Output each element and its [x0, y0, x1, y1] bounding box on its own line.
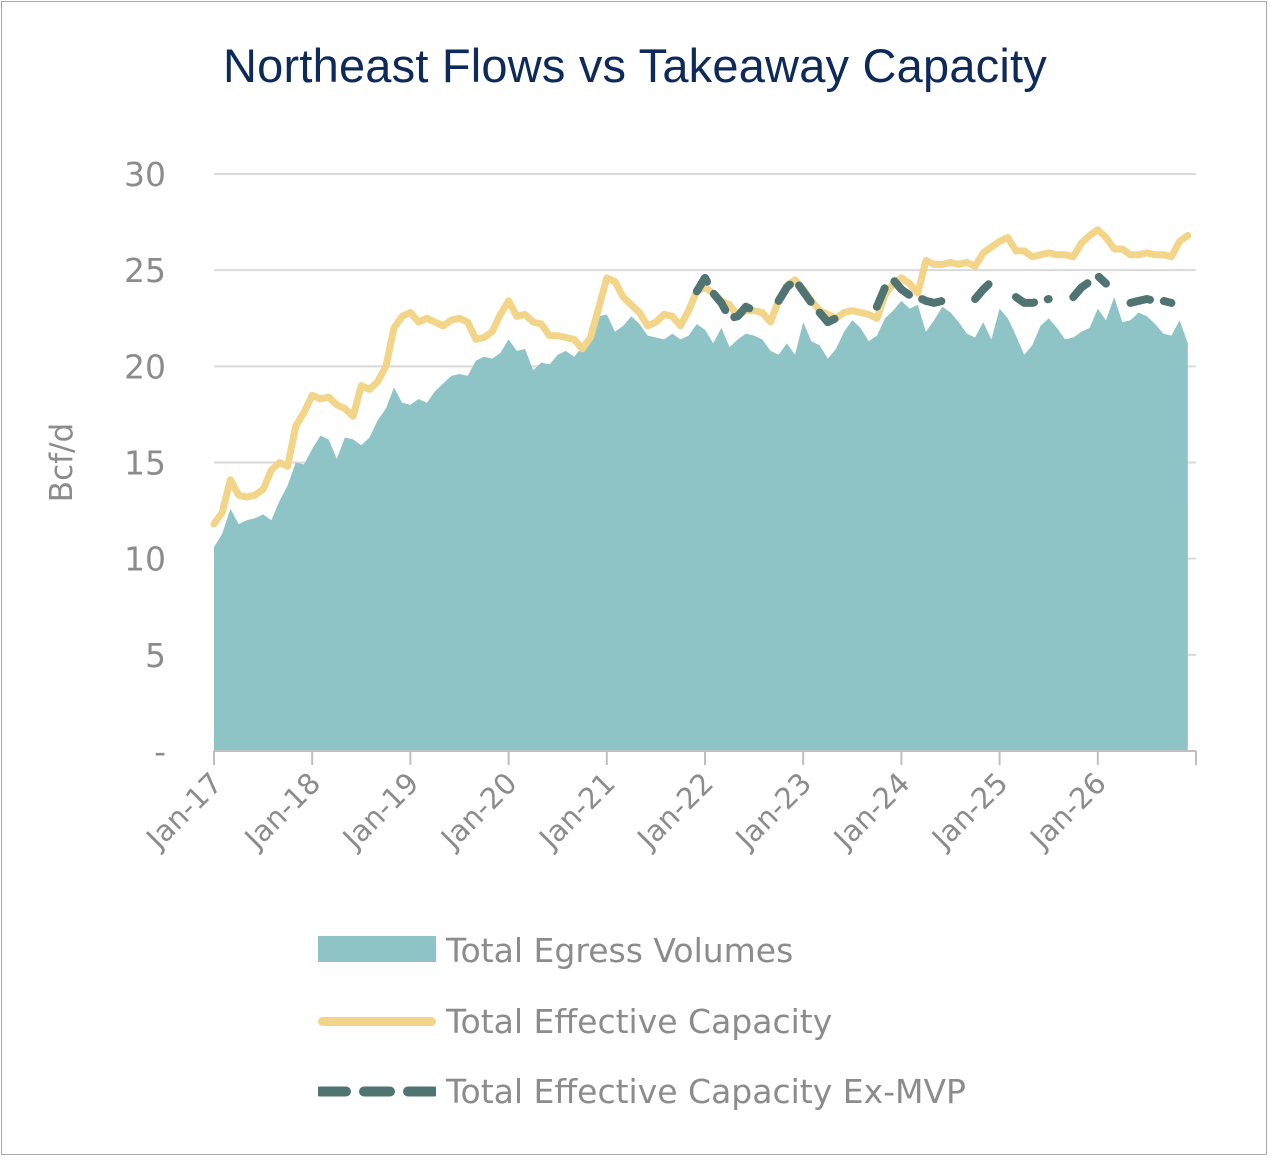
x-tick-label-Jan-21: Jan-21 [531, 766, 622, 857]
x-tick-label-Jan-20: Jan-20 [433, 766, 524, 857]
x-tick-label-Jan-25: Jan-25 [924, 766, 1015, 857]
x-tick-label-Jan-17: Jan-17 [138, 766, 229, 857]
legend-label-ex-mvp: Total Effective Capacity Ex-MVP [446, 1072, 966, 1111]
legend-label-capacity: Total Effective Capacity [446, 1002, 833, 1041]
legend-item-capacity: Total Effective Capacity [318, 999, 1078, 1045]
x-tick-label-Jan-18: Jan-18 [237, 766, 328, 857]
series-line-ex-mvp-segment-2 [872, 275, 947, 311]
x-tick-label-Jan-22: Jan-22 [629, 766, 720, 857]
x-tick-label-Jan-26: Jan-26 [1022, 766, 1113, 857]
y-tick-label-0: - [154, 732, 166, 771]
y-tick-label-20: 20 [124, 347, 166, 386]
legend-item-egress: Total Egress Volumes [318, 928, 1078, 974]
series-area-egress [214, 297, 1188, 751]
x-tick-label-Jan-19: Jan-19 [335, 766, 426, 857]
legend-swatch-line [318, 1017, 436, 1026]
legend-item-ex-mvp: Total Effective Capacity Ex-MVP [318, 1069, 1078, 1115]
y-tick-label-5: 5 [145, 636, 166, 675]
y-axis-label: Bcf/d [44, 423, 80, 502]
series-line-ex-mvp-segment-0 [692, 273, 767, 323]
series-line-ex-mvp-segment-5 [1069, 271, 1110, 302]
legend-swatch-area [318, 936, 436, 962]
y-tick-label-10: 10 [124, 540, 166, 579]
x-tick-label-Jan-23: Jan-23 [728, 766, 819, 857]
legend-label-egress: Total Egress Volumes [446, 931, 794, 970]
series-line-ex-mvp-segment-4 [1012, 293, 1053, 307]
y-tick-label-30: 30 [124, 155, 166, 194]
series-line-ex-mvp-segment-3 [971, 271, 1004, 303]
series-line-ex-mvp-segment-6 [1126, 295, 1176, 307]
legend-swatch-dashed [318, 1086, 436, 1097]
series-line-ex-mvp-segment-1 [774, 275, 849, 327]
y-tick-label-15: 15 [124, 444, 166, 483]
x-tick-label-Jan-24: Jan-24 [826, 766, 917, 857]
chart-title: Northeast Flows vs Takeaway Capacity [223, 39, 1047, 92]
y-tick-label-25: 25 [124, 251, 166, 290]
